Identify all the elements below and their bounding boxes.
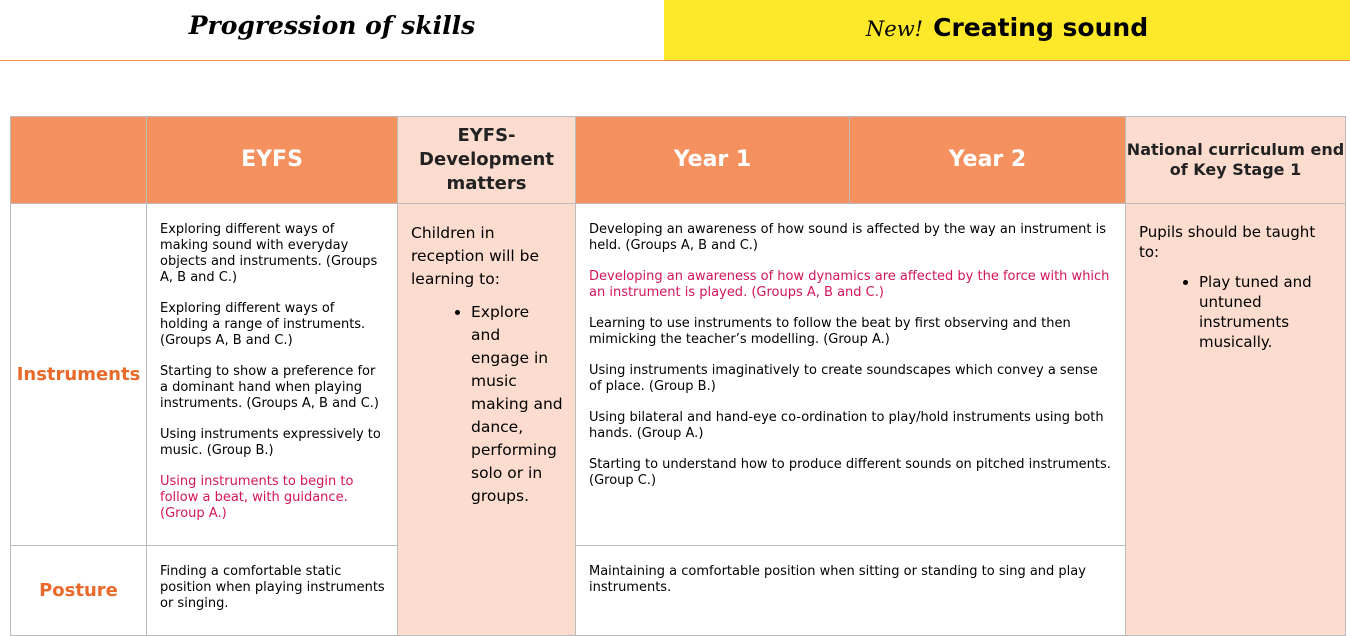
topic: Creating sound — [933, 13, 1149, 42]
bullet: Explore and engage in music making and d… — [471, 301, 563, 508]
row: Posture Finding a comfortable static pos… — [10, 545, 1346, 636]
bullet: Play tuned and untuned instruments music… — [1199, 272, 1333, 352]
header: Progression of skills New! Creating sound — [0, 0, 1350, 61]
topic-banner: New! Creating sound — [664, 0, 1350, 60]
bullet-list: Explore and engage in music making and d… — [411, 301, 563, 508]
col-header: National curriculum end of Key Stage 1 — [1125, 116, 1346, 204]
header-title: Progression of skills — [188, 11, 476, 40]
intro: Children in reception will be learning t… — [411, 224, 539, 288]
eyfs-item: Exploring different ways of holding a ra… — [160, 301, 366, 348]
bullet-list: Play tuned and untuned instruments music… — [1139, 272, 1333, 352]
years-item: Maintaining a comfortable position when … — [589, 564, 1086, 595]
eyfs-item: Using instruments to begin to follow a b… — [160, 474, 354, 521]
eyfs-item: Exploring different ways of making sound… — [160, 222, 378, 285]
years-cell: Developing an awareness of how sound is … — [575, 203, 1126, 546]
row-label: Posture — [10, 545, 147, 636]
col-header: Year 2 — [849, 116, 1126, 204]
row-label: Instruments — [10, 203, 147, 546]
skills-table: EYFS EYFS- Development matters Year 1 Ye… — [10, 116, 1346, 636]
nc-cell: Pupils should be taught to: Play tuned an… — [1125, 203, 1346, 636]
eyfs-item: Starting to show a preference for a domi… — [160, 364, 379, 411]
eyfs-cell: Finding a comfortable static position wh… — [146, 545, 398, 636]
eyfs-item: Finding a comfortable static position wh… — [160, 564, 385, 611]
row: Instruments Exploring different ways of … — [10, 203, 1346, 636]
years-item: Using bilateral and hand-eye co-ordinati… — [589, 410, 1104, 441]
eyfs-item: Using instruments expressively to music.… — [160, 427, 381, 458]
years-item: Starting to understand how to produce di… — [589, 457, 1111, 488]
intro: Pupils should be taught to: — [1139, 223, 1316, 261]
badge: New! — [865, 17, 924, 41]
eyfs-cell: Exploring different ways of making sound… — [146, 203, 398, 546]
years-item: Learning to use instruments to follow th… — [589, 316, 1071, 347]
dev-cell: Children in reception will be learning t… — [397, 203, 576, 636]
years-item: Using instruments imaginatively to creat… — [589, 363, 1098, 394]
header-row: EYFS EYFS- Development matters Year 1 Ye… — [10, 116, 1346, 204]
col-header: Year 1 — [575, 116, 850, 204]
col-header: EYFS — [146, 116, 398, 204]
years-item: Developing an awareness of how dynamics … — [589, 269, 1110, 300]
corner — [10, 116, 147, 204]
col-header: EYFS- Development matters — [397, 116, 576, 204]
years-cell: Maintaining a comfortable position when … — [575, 545, 1126, 636]
years-item: Developing an awareness of how sound is … — [589, 222, 1107, 253]
